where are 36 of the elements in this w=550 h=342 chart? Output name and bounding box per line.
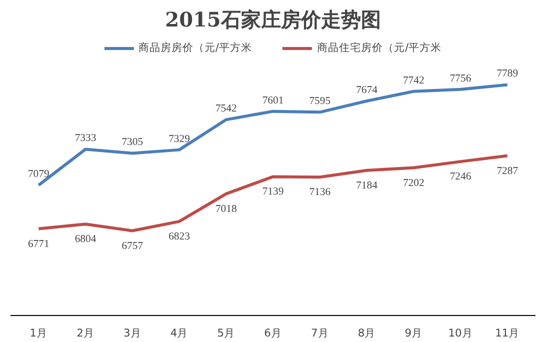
data-label: 7674 (356, 84, 378, 96)
data-label: 7542 (215, 104, 237, 115)
data-label: 7789 (496, 68, 518, 80)
data-label: 7246 (450, 172, 472, 183)
data-label: 6757 (122, 240, 144, 252)
data-label: 7333 (74, 133, 96, 144)
data-label: 6771 (28, 238, 50, 250)
data-label: 6823 (168, 231, 190, 242)
x-tick-label: 2月 (76, 326, 94, 340)
data-label: 7756 (450, 73, 472, 84)
x-tick-label: 10月 (448, 326, 473, 340)
x-tick-label: 9月 (404, 326, 423, 340)
data-label: 7595 (309, 96, 331, 108)
data-label: 7329 (168, 134, 190, 145)
legend-label: 商品住宅房价（元/平方米 (317, 41, 442, 55)
data-label: 7287 (496, 166, 519, 177)
data-label: 7202 (402, 178, 424, 189)
data-label: 7601 (262, 95, 284, 106)
data-label: 6804 (74, 234, 97, 246)
x-tick-label: 6月 (264, 326, 282, 340)
x-tick-label: 3月 (123, 326, 142, 340)
x-tick-label: 4月 (170, 326, 188, 340)
x-tick-label: 8月 (358, 326, 376, 340)
data-label: 7136 (309, 187, 332, 198)
legend-label: 商品房房价（元/平方米 (138, 41, 252, 55)
x-tick-label: 7月 (310, 326, 329, 340)
x-tick-label: 5月 (217, 326, 236, 340)
data-label: 7079 (28, 169, 50, 180)
chart-title: 2015石家庄房价走势图 (165, 8, 381, 32)
data-label: 7139 (262, 186, 284, 198)
data-label: 7305 (122, 137, 144, 148)
data-label: 7018 (215, 204, 237, 215)
x-tick-label: 1月 (30, 326, 48, 340)
x-tick-label: 11月 (495, 326, 520, 340)
data-label: 7742 (402, 75, 424, 86)
data-label: 7184 (356, 180, 378, 192)
